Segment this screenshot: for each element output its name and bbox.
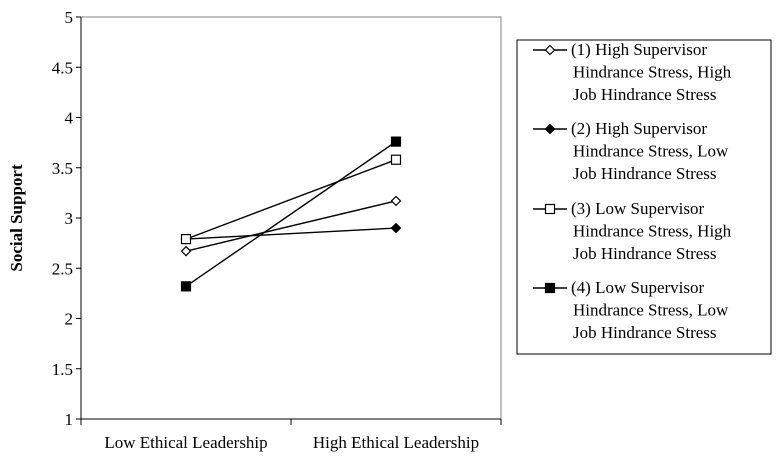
series-1-point bbox=[180, 245, 192, 257]
series-2-line bbox=[185, 227, 397, 240]
series-markers bbox=[180, 136, 402, 292]
y-tick-label: 1 bbox=[65, 410, 74, 429]
legend-entry-3-line: Hindrance Stress, High bbox=[573, 222, 732, 241]
series-2-point bbox=[390, 222, 402, 234]
legend-entry-3-line: Job Hindrance Stress bbox=[573, 244, 717, 263]
series-4-point bbox=[180, 281, 192, 292]
y-tick-label: 4.5 bbox=[52, 58, 73, 77]
series-3-point bbox=[180, 234, 192, 245]
legend: (1) High Supervisor Hindrance Stress, Hig… bbox=[516, 39, 772, 355]
y-tick-group: 1 1.5 2 2.5 3 3.5 4 4.5 5 bbox=[52, 8, 81, 429]
legend-swatch-marker bbox=[544, 123, 556, 135]
legend-entry-1-line: Hindrance Stress, High bbox=[573, 63, 732, 82]
y-tick-label: 4 bbox=[65, 109, 74, 128]
x-tick-group: Low Ethical Leadership High Ethical Leade… bbox=[80, 419, 502, 452]
plot-area bbox=[80, 16, 502, 420]
legend-entry-4-line: Job Hindrance Stress bbox=[573, 323, 717, 342]
legend-entry-3-line: (3) Low Supervisor bbox=[571, 199, 704, 218]
series-4-line bbox=[185, 141, 397, 287]
legend-entry-1-line: (1) High Supervisor bbox=[571, 40, 707, 59]
legend-entry-2-line: (2) High Supervisor bbox=[571, 119, 707, 138]
legend-entry-4-line: Hindrance Stress, Low bbox=[573, 301, 729, 320]
legend-entry-2-line: Hindrance Stress, Low bbox=[573, 142, 729, 161]
legend-box bbox=[516, 39, 772, 355]
series-3-point bbox=[390, 154, 402, 165]
legend-entry-1-line: Job Hindrance Stress bbox=[573, 85, 717, 104]
y-tick-label: 2 bbox=[65, 310, 74, 329]
legend-swatch-marker bbox=[544, 282, 556, 294]
y-tick-label: 1.5 bbox=[52, 360, 73, 379]
y-axis-label: Social Support bbox=[7, 164, 26, 272]
legend-swatch-marker bbox=[544, 44, 556, 56]
x-tick-label: Low Ethical Leadership bbox=[104, 433, 267, 452]
y-tick-label: 2.5 bbox=[52, 259, 73, 278]
series-1-line bbox=[185, 200, 397, 252]
series-4-point bbox=[390, 136, 402, 147]
series-3-line bbox=[185, 159, 397, 240]
y-tick-label: 3.5 bbox=[52, 159, 73, 178]
legend-swatch-marker bbox=[544, 203, 556, 215]
x-tick-label: High Ethical Leadership bbox=[313, 433, 479, 452]
series-1-point bbox=[390, 195, 402, 207]
y-tick-label: 3 bbox=[65, 209, 74, 228]
legend-entry-4-line: (4) Low Supervisor bbox=[571, 278, 704, 297]
series-lines bbox=[185, 141, 397, 287]
legend-entry-2-line: Job Hindrance Stress bbox=[573, 164, 717, 183]
y-tick-label: 5 bbox=[65, 8, 74, 27]
